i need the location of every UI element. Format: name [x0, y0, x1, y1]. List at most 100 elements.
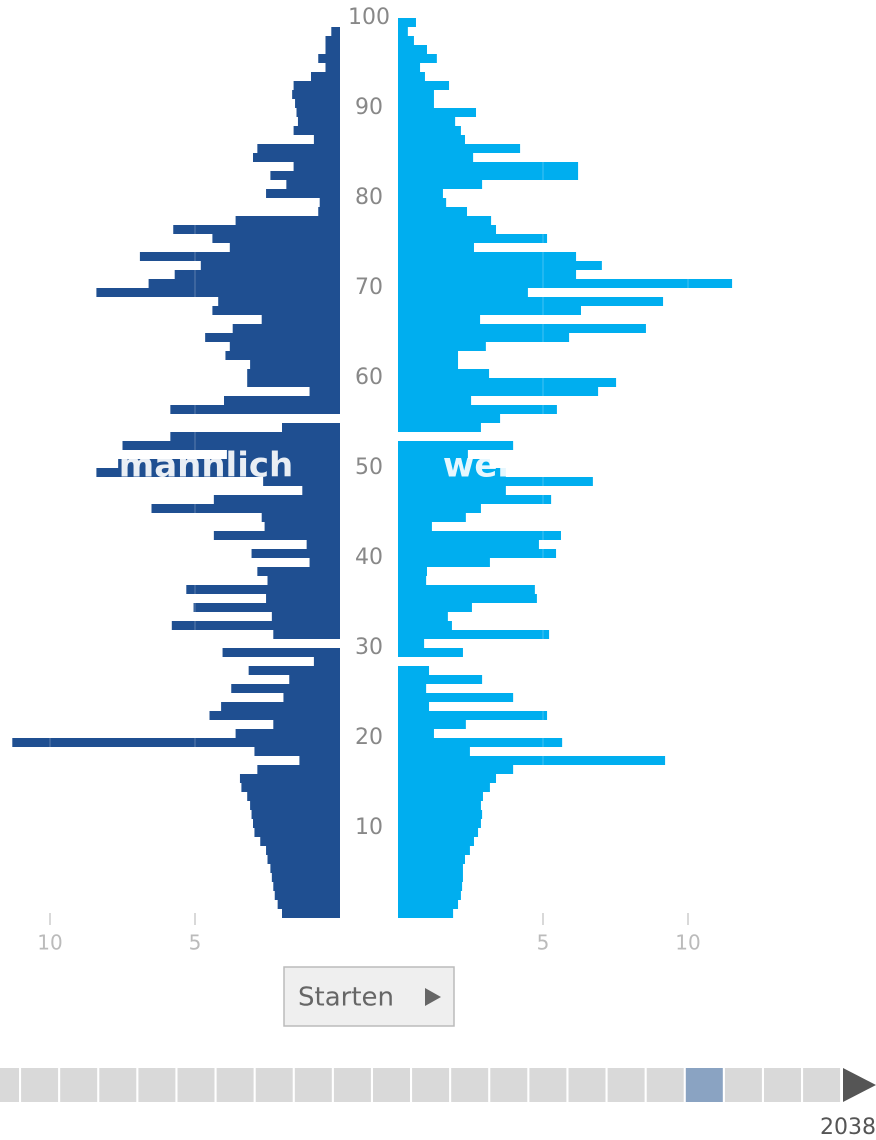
timeline-cell[interactable]: [412, 1068, 450, 1102]
bar: [398, 387, 599, 396]
bar: [325, 63, 340, 72]
timeline-cell[interactable]: [0, 1068, 19, 1102]
bar: [398, 630, 550, 639]
play-button[interactable]: Starten: [283, 966, 455, 1027]
bar: [229, 243, 340, 252]
timeline-cell[interactable]: [646, 1068, 684, 1102]
bar: [193, 603, 340, 612]
bar: [232, 324, 340, 333]
bar: [398, 450, 468, 459]
timeline: [0, 1068, 841, 1102]
bar: [398, 297, 664, 306]
timeline-cell[interactable]: [294, 1068, 332, 1102]
bar: [398, 423, 481, 432]
bar: [398, 549, 557, 558]
timeline-cell[interactable]: [529, 1068, 567, 1102]
bar: [293, 81, 340, 90]
bar: [174, 270, 340, 279]
bar: [200, 261, 340, 270]
bar: [266, 189, 340, 198]
bar: [309, 558, 340, 567]
timeline-cell[interactable]: [685, 1068, 723, 1102]
timeline-cell[interactable]: [568, 1068, 606, 1102]
button-label[interactable]: Starten: [298, 983, 394, 1013]
bar: [398, 189, 443, 198]
bar: [398, 378, 617, 387]
bar: [398, 522, 432, 531]
bar: [295, 99, 340, 108]
y-tick-label: 10: [355, 815, 383, 840]
bar: [398, 324, 646, 333]
bar: [311, 72, 340, 81]
bar: [96, 468, 341, 477]
bar: [266, 594, 340, 603]
timeline-cell[interactable]: [177, 1068, 215, 1102]
timeline-cell[interactable]: [607, 1068, 645, 1102]
timeline-arrow[interactable]: [843, 1068, 876, 1102]
bar: [270, 171, 340, 180]
bar: [248, 666, 340, 675]
bar: [398, 711, 548, 720]
x-tick-label: 10: [675, 931, 700, 955]
bar: [398, 198, 447, 207]
bar: [296, 108, 340, 117]
bar: [398, 513, 466, 522]
timeline-cell[interactable]: [451, 1068, 489, 1102]
timeline-cell[interactable]: [724, 1068, 762, 1102]
bar: [270, 864, 340, 873]
bar: [213, 495, 340, 504]
bar: [398, 414, 501, 423]
bar: [398, 351, 459, 360]
timeline-cell[interactable]: [99, 1068, 137, 1102]
bar: [398, 504, 481, 513]
bar: [282, 909, 340, 918]
bar: [398, 288, 528, 297]
bar: [398, 693, 514, 702]
timeline-cell[interactable]: [490, 1068, 528, 1102]
timeline-cell[interactable]: [333, 1068, 371, 1102]
bar: [398, 846, 470, 855]
bar: [398, 36, 414, 45]
bar: [250, 801, 340, 810]
legend-label: männlich: [119, 446, 293, 486]
bar: [398, 333, 570, 342]
bar: [398, 639, 425, 648]
bar: [398, 828, 479, 837]
bar: [398, 342, 486, 351]
timeline-cell[interactable]: [21, 1068, 59, 1102]
y-tick-label: 90: [355, 95, 383, 120]
bar: [398, 702, 430, 711]
bar: [221, 702, 340, 711]
timeline-cell[interactable]: [60, 1068, 98, 1102]
play-icon[interactable]: [425, 988, 441, 1006]
bar: [325, 36, 340, 45]
y-tick-label: 50: [355, 455, 383, 480]
timeline-cell[interactable]: [373, 1068, 410, 1102]
bar: [318, 207, 340, 216]
bar: [398, 27, 408, 36]
timeline-cell[interactable]: [764, 1068, 801, 1102]
timeline-cell[interactable]: [138, 1068, 176, 1102]
bar: [398, 567, 427, 576]
bar: [271, 612, 340, 621]
bar: [212, 234, 340, 243]
bar: [12, 738, 341, 747]
timeline-cell[interactable]: [803, 1068, 841, 1102]
bar: [398, 486, 506, 495]
bar: [398, 837, 474, 846]
bar: [398, 684, 427, 693]
timeline-cell[interactable]: [255, 1068, 293, 1102]
bar: [267, 576, 340, 585]
bar: [398, 207, 468, 216]
bar: [398, 558, 490, 567]
timeline-cell[interactable]: [216, 1068, 254, 1102]
bar: [247, 792, 340, 801]
bar: [398, 369, 490, 378]
year-label: 2038: [820, 1115, 876, 1140]
bar: [186, 585, 340, 594]
bar: [139, 252, 340, 261]
bar: [122, 441, 340, 450]
bar: [261, 315, 340, 324]
bar: [398, 675, 483, 684]
y-tick-label: 60: [355, 365, 383, 390]
